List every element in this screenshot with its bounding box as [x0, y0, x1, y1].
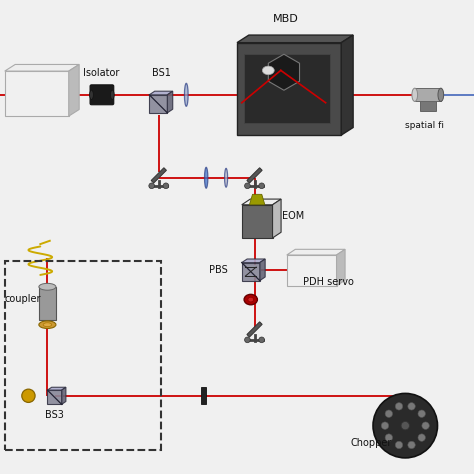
- Text: coupler: coupler: [5, 293, 41, 304]
- Polygon shape: [247, 168, 262, 183]
- Circle shape: [418, 434, 425, 441]
- Polygon shape: [242, 263, 260, 281]
- Polygon shape: [47, 390, 62, 404]
- Polygon shape: [337, 249, 345, 286]
- Polygon shape: [151, 168, 166, 183]
- Polygon shape: [273, 199, 281, 238]
- Polygon shape: [415, 88, 441, 101]
- Ellipse shape: [438, 88, 444, 101]
- Polygon shape: [237, 43, 341, 135]
- Ellipse shape: [244, 294, 257, 305]
- Polygon shape: [62, 387, 66, 404]
- Polygon shape: [242, 205, 273, 238]
- Text: PBS: PBS: [209, 265, 228, 275]
- Polygon shape: [249, 194, 265, 205]
- Polygon shape: [237, 35, 353, 43]
- Text: PDH servo: PDH servo: [303, 277, 354, 287]
- Polygon shape: [287, 249, 345, 255]
- Ellipse shape: [263, 66, 274, 75]
- Text: MBD: MBD: [273, 14, 298, 24]
- Ellipse shape: [110, 90, 114, 100]
- Polygon shape: [69, 64, 79, 116]
- Polygon shape: [5, 71, 69, 116]
- Ellipse shape: [412, 88, 418, 101]
- Circle shape: [259, 183, 264, 189]
- Ellipse shape: [22, 389, 35, 402]
- Ellipse shape: [90, 90, 93, 100]
- Ellipse shape: [225, 168, 228, 187]
- FancyBboxPatch shape: [90, 85, 114, 105]
- Polygon shape: [247, 322, 262, 337]
- Polygon shape: [268, 54, 300, 90]
- Polygon shape: [47, 387, 66, 390]
- Circle shape: [259, 337, 264, 343]
- Text: BS1: BS1: [152, 68, 171, 78]
- Polygon shape: [201, 387, 206, 404]
- Text: spatial fi: spatial fi: [405, 121, 444, 130]
- Ellipse shape: [248, 297, 254, 302]
- Circle shape: [385, 434, 392, 441]
- Ellipse shape: [184, 83, 188, 106]
- Circle shape: [422, 422, 429, 429]
- Circle shape: [401, 421, 410, 430]
- Circle shape: [395, 402, 403, 410]
- Polygon shape: [242, 259, 265, 263]
- Circle shape: [395, 441, 403, 449]
- Circle shape: [245, 183, 250, 189]
- Polygon shape: [242, 199, 281, 205]
- Polygon shape: [244, 54, 329, 123]
- Ellipse shape: [43, 323, 52, 327]
- Polygon shape: [39, 287, 56, 320]
- Circle shape: [381, 422, 389, 429]
- Text: BS3: BS3: [45, 410, 64, 420]
- Text: EOM: EOM: [282, 210, 304, 221]
- Circle shape: [385, 410, 392, 418]
- Polygon shape: [420, 101, 436, 111]
- Polygon shape: [341, 35, 353, 135]
- Polygon shape: [149, 95, 167, 113]
- Circle shape: [373, 393, 438, 458]
- Polygon shape: [167, 91, 173, 113]
- Ellipse shape: [39, 321, 56, 328]
- Circle shape: [163, 183, 169, 189]
- Circle shape: [245, 337, 250, 343]
- Polygon shape: [287, 255, 337, 286]
- Circle shape: [149, 183, 155, 189]
- Text: Isolator: Isolator: [83, 68, 119, 78]
- Text: Chopper: Chopper: [351, 438, 392, 448]
- Ellipse shape: [205, 167, 208, 188]
- Polygon shape: [149, 91, 173, 95]
- Circle shape: [408, 441, 415, 449]
- Circle shape: [408, 402, 415, 410]
- Ellipse shape: [39, 283, 56, 290]
- Polygon shape: [260, 259, 265, 281]
- Circle shape: [418, 410, 425, 418]
- Polygon shape: [5, 64, 79, 71]
